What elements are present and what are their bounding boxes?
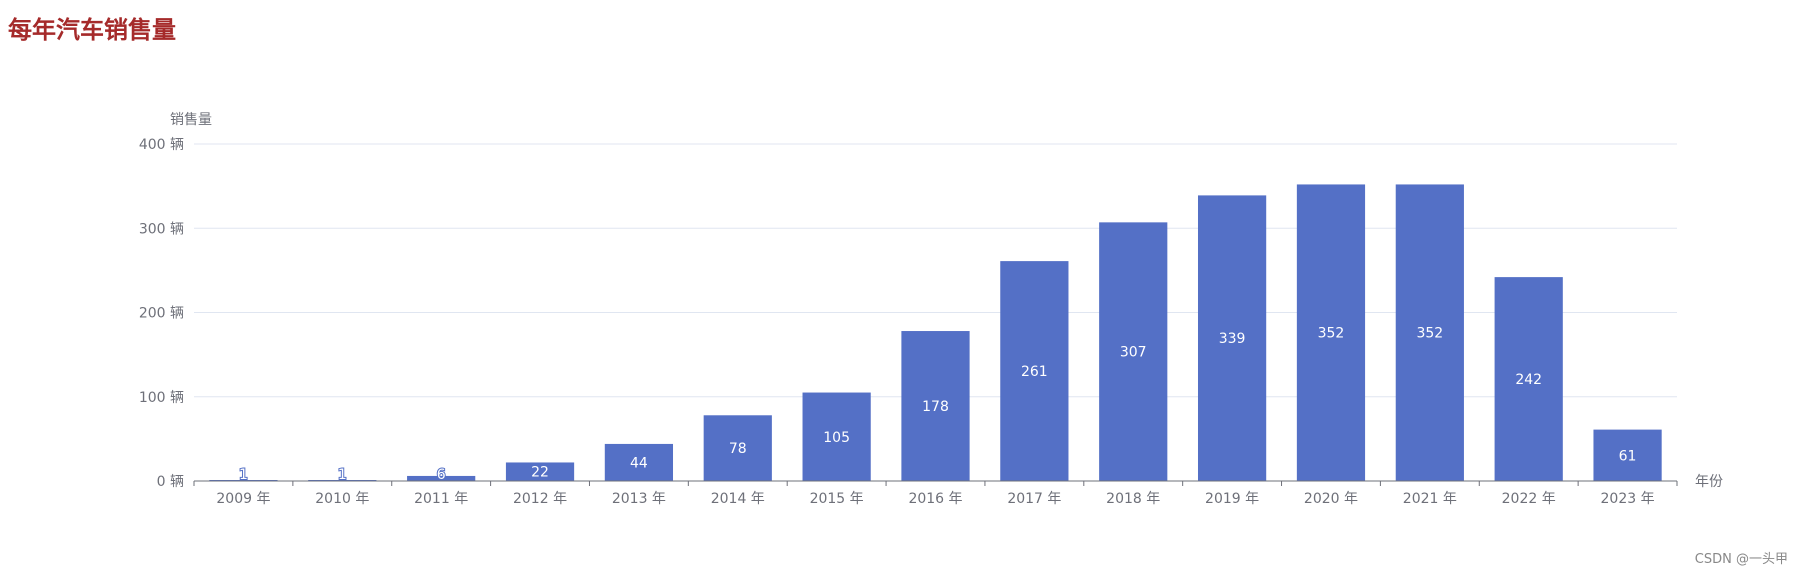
- bar-data-label: 1: [338, 467, 347, 483]
- bar: [604, 443, 674, 481]
- watermark-text: CSDN @一头甲: [1694, 552, 1788, 567]
- x-tick-label: 2015 年: [810, 491, 864, 507]
- x-tick-label: 2016 年: [908, 491, 962, 507]
- bar: [703, 415, 772, 481]
- bar: [1593, 429, 1662, 481]
- bar: [1494, 277, 1563, 481]
- bar-data-label: 6: [437, 467, 446, 483]
- bar: [1395, 184, 1464, 481]
- x-tick-label: 2013 年: [612, 491, 666, 507]
- bar-data-label: 44: [630, 455, 648, 471]
- x-tick-label: 2017 年: [1007, 491, 1061, 507]
- bar-data-label: 352: [1416, 326, 1443, 342]
- bar: [505, 462, 575, 481]
- chart-title: 每年汽车销售量: [8, 16, 176, 44]
- bar: [407, 475, 476, 481]
- x-axis-label: 年份: [1695, 474, 1723, 490]
- bar: [1296, 184, 1366, 481]
- bar-data-label: 307: [1120, 345, 1147, 361]
- bar: [1099, 222, 1168, 482]
- x-tick-label: 2011 年: [414, 491, 468, 507]
- bar: [802, 392, 871, 481]
- bar-data-label: 22: [531, 465, 549, 481]
- bar: [1197, 195, 1267, 481]
- bar-data-label: 61: [1619, 448, 1637, 464]
- x-tick-label: 2012 年: [513, 491, 567, 507]
- bar-data-label: 78: [729, 441, 747, 457]
- bar-data-label: 105: [823, 430, 850, 446]
- y-tick-label: 0 辆: [157, 474, 184, 490]
- y-axis-label: 销售量: [170, 112, 212, 128]
- bar-data-label: 352: [1318, 326, 1345, 342]
- x-tick-label: 2023 年: [1601, 491, 1655, 507]
- bar-data-label: 1: [239, 467, 248, 483]
- x-tick-label: 2021 年: [1403, 491, 1457, 507]
- y-tick-label: 400 辆: [139, 137, 184, 153]
- y-tick-label: 200 辆: [139, 306, 184, 322]
- x-tick-label: 2010 年: [315, 491, 369, 507]
- x-tick-label: 2020 年: [1304, 491, 1358, 507]
- bar-data-label: 261: [1021, 364, 1048, 380]
- x-tick-label: 2009 年: [216, 491, 270, 507]
- bar: [901, 331, 970, 481]
- bar-data-label: 178: [922, 399, 949, 415]
- bar-data-label: 339: [1219, 331, 1246, 347]
- x-tick-label: 2014 年: [711, 491, 765, 507]
- x-tick-label: 2019 年: [1205, 491, 1259, 507]
- bar: [1000, 261, 1069, 481]
- y-tick-label: 100 辆: [139, 390, 184, 406]
- y-tick-label: 300 辆: [139, 221, 184, 237]
- bar-data-label: 242: [1515, 372, 1542, 388]
- x-tick-label: 2022 年: [1502, 491, 1556, 507]
- x-tick-label: 2018 年: [1106, 491, 1160, 507]
